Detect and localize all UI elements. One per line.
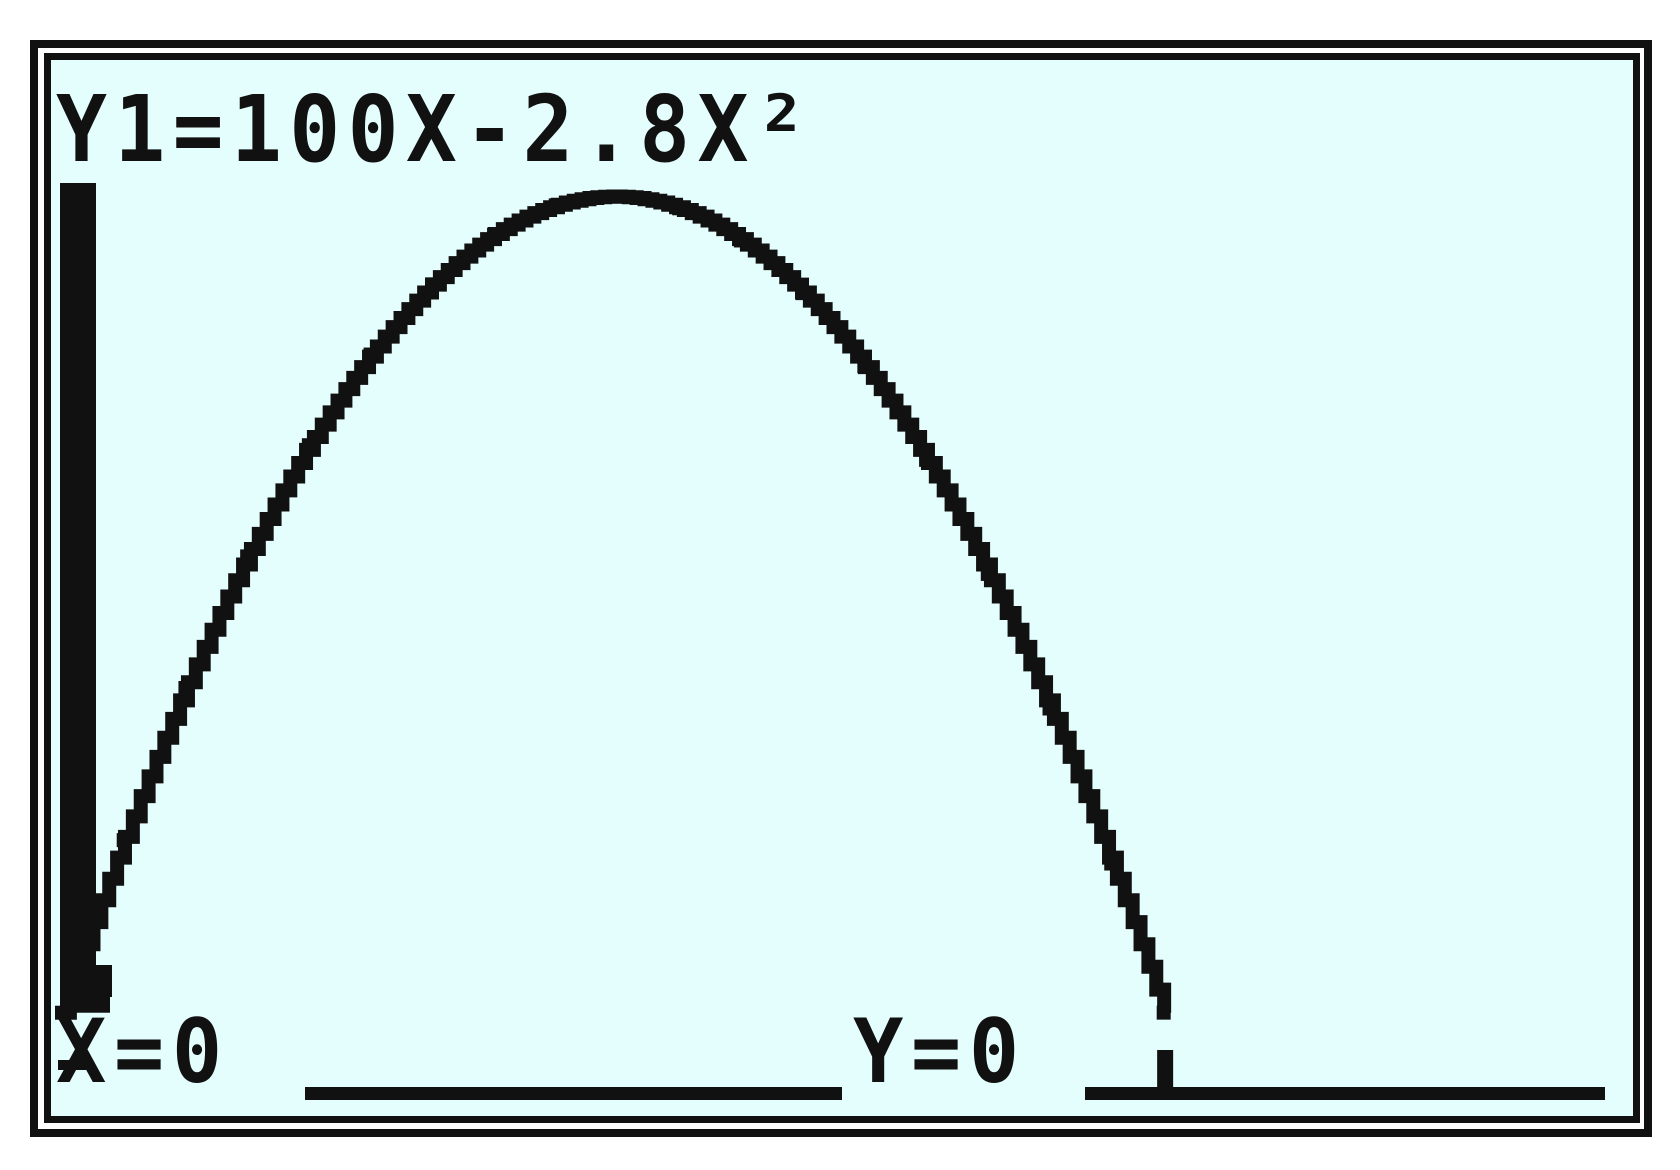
parabola-line <box>62 189 1172 1020</box>
trace-y-readout: Y=0 <box>853 1000 1027 1103</box>
trace-cursor <box>60 994 110 1013</box>
curve-point <box>733 233 748 248</box>
curve-point <box>672 201 687 216</box>
curve-point <box>919 452 934 467</box>
curve-point <box>178 681 193 696</box>
y-axis <box>60 183 96 996</box>
x-axis-segment <box>305 1087 842 1100</box>
curve-point <box>1042 701 1057 716</box>
trace-cursor-mark <box>60 994 110 1013</box>
curve-point <box>363 347 378 362</box>
trace-x-readout: X=0 <box>56 1000 230 1103</box>
curve-point <box>1156 1005 1171 1020</box>
curve-point <box>487 227 502 242</box>
parabola-curve <box>55 189 1174 1095</box>
curve-point <box>795 286 810 301</box>
function-label: Y1=100X-2.8X² <box>56 76 815 183</box>
graph-screen <box>44 53 1640 1123</box>
curve-point <box>1104 856 1119 871</box>
curve-point <box>980 566 995 581</box>
trace-x-marker <box>58 1060 86 1070</box>
x-axis-segment <box>1085 1087 1605 1100</box>
curve-point <box>857 359 872 374</box>
curve-point <box>610 189 625 204</box>
curve-point <box>425 277 440 292</box>
curve-point <box>240 549 255 564</box>
curve-point <box>116 833 131 848</box>
curve-point <box>548 198 563 213</box>
x-intercept-tick <box>1157 1050 1174 1095</box>
curve-point <box>301 438 316 453</box>
